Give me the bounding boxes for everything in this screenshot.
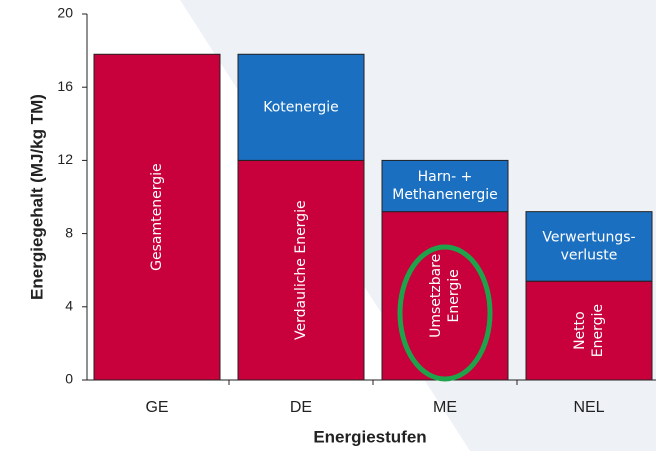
segment-label: Gesamtenergie [149, 163, 165, 270]
segment-label: Netto [572, 311, 588, 350]
segment-label: Kotenergie [263, 99, 339, 115]
x-tick-label: DE [290, 399, 312, 416]
bar-segment [381, 159, 509, 213]
bar-segment [93, 53, 221, 381]
y-tick-label: 20 [57, 5, 73, 21]
segment-label: Methanenergie [392, 187, 498, 203]
x-tick-label: ME [433, 399, 457, 416]
segment-label: Verwertungs- [542, 229, 635, 245]
segment-label: Verdauliche Energie [293, 200, 309, 340]
y-tick-label: 4 [65, 298, 73, 314]
x-axis-title: Energiestufen [313, 427, 426, 446]
x-tick-label: GE [145, 399, 168, 416]
bar-segment [237, 159, 365, 381]
segment-label: Energie [590, 304, 606, 357]
y-tick-label: 16 [57, 78, 73, 94]
segment-label: Energie [446, 269, 462, 322]
segment-label: Harn- + [418, 169, 473, 185]
y-tick-label: 12 [57, 151, 73, 167]
y-axis-title: Energiegehalt (MJ/kg TM) [27, 94, 46, 300]
y-tick-label: 0 [65, 371, 73, 387]
x-tick-label: NEL [573, 399, 604, 416]
segment-label: Umsetzbare [428, 254, 444, 338]
highlight-circle [397, 244, 493, 382]
y-tick-label: 8 [65, 224, 73, 240]
bar-segment [525, 211, 653, 282]
bar-segment [237, 53, 365, 161]
bar-segment [525, 280, 653, 381]
segment-label: verluste [561, 247, 618, 263]
